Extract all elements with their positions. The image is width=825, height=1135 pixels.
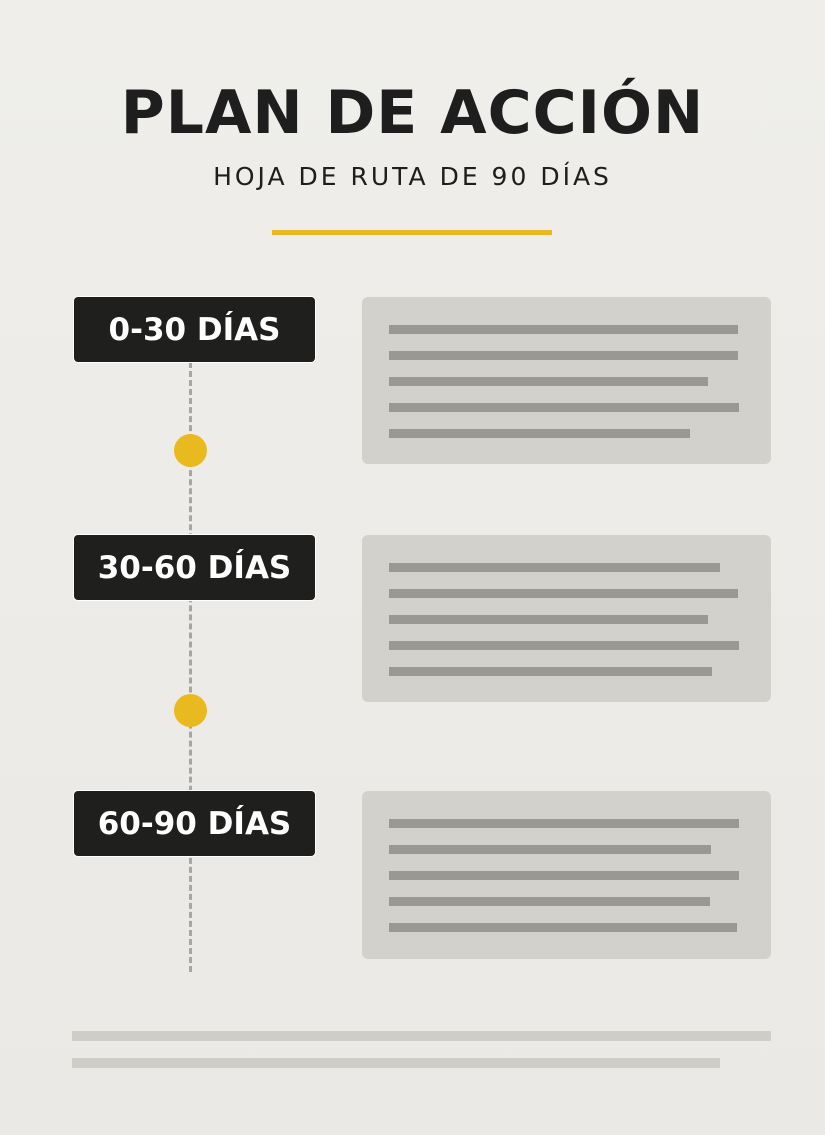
timeline-dot	[174, 434, 207, 467]
phase-1-content-panel	[362, 297, 771, 464]
timeline-dot	[174, 694, 207, 727]
placeholder-text-line	[389, 351, 738, 360]
phase-3-content-panel	[362, 791, 771, 959]
placeholder-text-line	[389, 923, 737, 932]
placeholder-text-line	[389, 403, 739, 412]
placeholder-text-line	[389, 563, 720, 572]
placeholder-text-line	[389, 429, 690, 438]
placeholder-text-line	[389, 897, 710, 906]
phase-label-1: 0-30 DÍAS	[74, 297, 315, 362]
timeline-dashed-line	[189, 362, 192, 972]
placeholder-text-line	[389, 819, 739, 828]
placeholder-text-line	[389, 641, 739, 650]
phase-2-content-panel	[362, 535, 771, 702]
phase-label-3: 60-90 DÍAS	[74, 791, 315, 856]
footer-placeholder-line	[72, 1058, 720, 1068]
placeholder-text-line	[389, 377, 708, 386]
placeholder-text-line	[389, 845, 711, 854]
phase-label-2: 30-60 DÍAS	[74, 535, 315, 600]
page-subtitle: HOJA DE RUTA DE 90 DÍAS	[213, 162, 612, 191]
placeholder-text-line	[389, 667, 712, 676]
footer-placeholder-line	[72, 1031, 771, 1041]
placeholder-text-line	[389, 325, 738, 334]
placeholder-text-line	[389, 615, 708, 624]
placeholder-text-line	[389, 589, 738, 598]
placeholder-text-line	[389, 871, 739, 880]
accent-divider	[272, 230, 552, 235]
page-title: PLAN DE ACCIÓN	[120, 78, 705, 148]
